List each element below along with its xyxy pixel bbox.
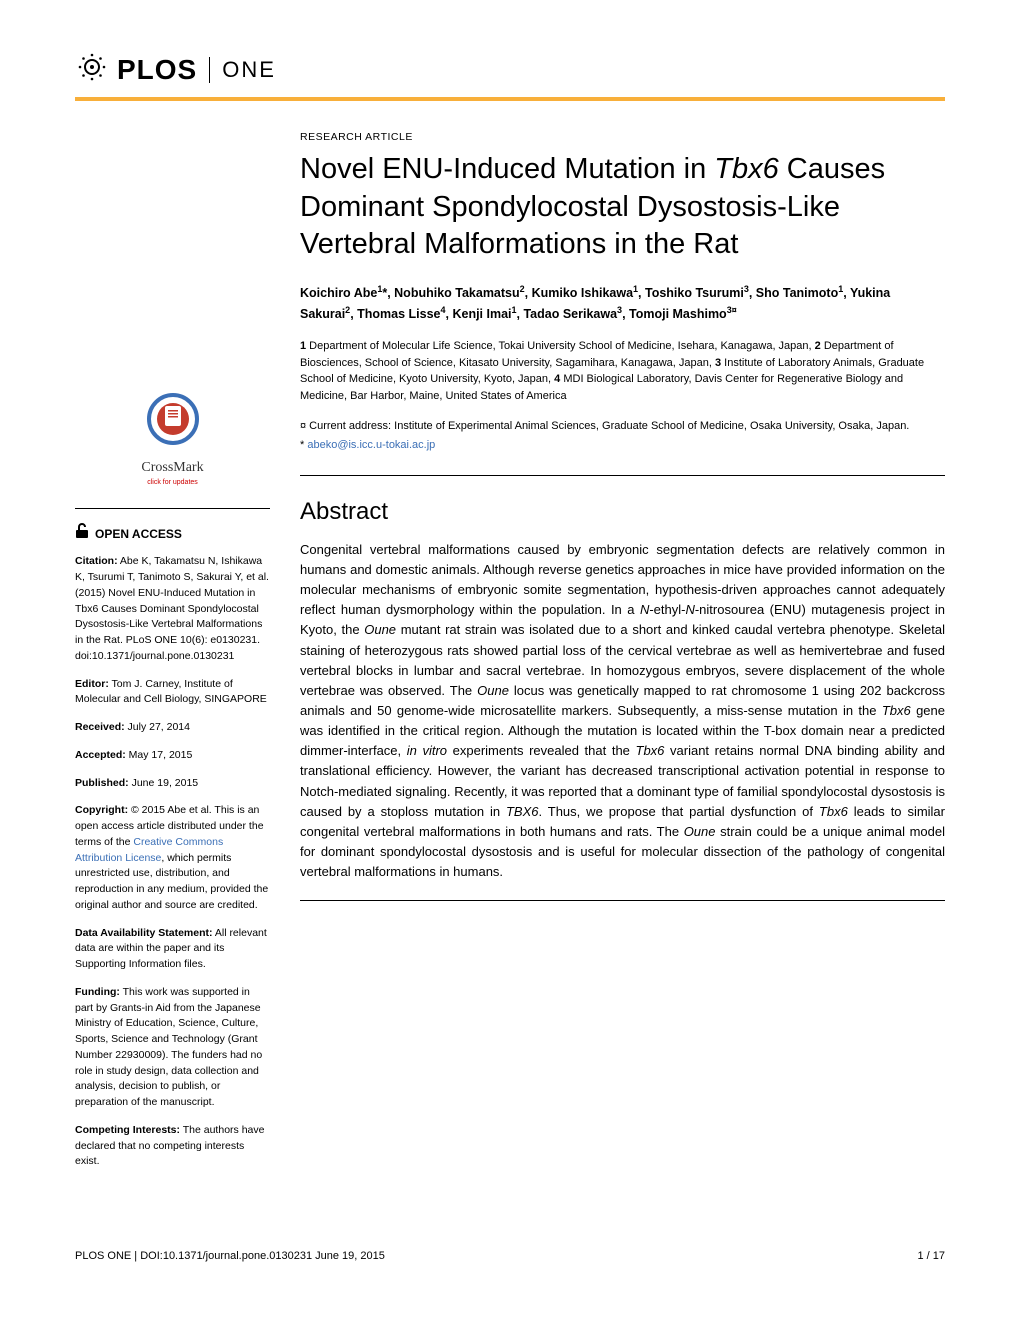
- email-link[interactable]: abeko@is.icc.u-tokai.ac.jp: [307, 439, 435, 451]
- section-divider-top: [300, 475, 945, 476]
- footer-left: PLOS ONE | DOI:10.1371/journal.pone.0130…: [75, 1250, 385, 1262]
- open-lock-icon: [75, 523, 89, 544]
- article-type: RESEARCH ARTICLE: [300, 131, 945, 143]
- main-content: RESEARCH ARTICLE Novel ENU-Induced Mutat…: [300, 131, 945, 1182]
- abstract-heading: Abstract: [300, 498, 945, 526]
- citation-label: Citation:: [75, 555, 118, 567]
- copyright-block: Copyright: © 2015 Abe et al. This is an …: [75, 803, 270, 913]
- corresponding-email[interactable]: * abeko@is.icc.u-tokai.ac.jp: [300, 439, 945, 451]
- sidebar-divider: [75, 508, 270, 509]
- received-label: Received:: [75, 721, 125, 733]
- title-italic: Tbx6: [714, 153, 778, 185]
- received-block: Received: July 27, 2014: [75, 720, 270, 736]
- open-access-badge: OPEN ACCESS: [75, 523, 270, 544]
- affiliations: 1 Department of Molecular Life Science, …: [300, 338, 945, 404]
- article-title: Novel ENU-Induced Mutation in Tbx6 Cause…: [300, 151, 945, 264]
- funding-text: This work was supported in part by Grant…: [75, 986, 262, 1108]
- funding-block: Funding: This work was supported in part…: [75, 985, 270, 1111]
- citation-text: Abe K, Takamatsu N, Ishikawa K, Tsurumi …: [75, 555, 269, 662]
- published-text: June 19, 2015: [129, 777, 198, 789]
- published-label: Published:: [75, 777, 129, 789]
- funding-label: Funding:: [75, 986, 120, 998]
- received-text: July 27, 2014: [125, 721, 190, 733]
- copyright-label: Copyright:: [75, 804, 128, 816]
- journal-header: PLOS ONE: [75, 50, 945, 101]
- plos-one-text: ONE: [222, 57, 276, 83]
- sidebar: CrossMark click for updates OPEN ACCESS …: [75, 131, 270, 1182]
- competing-block: Competing Interests: The authors have de…: [75, 1123, 270, 1170]
- plos-icon: [75, 50, 109, 89]
- accepted-block: Accepted: May 17, 2015: [75, 748, 270, 764]
- competing-label: Competing Interests:: [75, 1124, 180, 1136]
- crossmark-sub: click for updates: [75, 478, 270, 489]
- plos-logo-text: PLOS: [117, 54, 197, 86]
- citation-block: Citation: Abe K, Takamatsu N, Ishikawa K…: [75, 554, 270, 664]
- editor-block: Editor: Tom J. Carney, Institute of Mole…: [75, 677, 270, 709]
- title-pre: Novel ENU-Induced Mutation in: [300, 153, 714, 185]
- published-block: Published: June 19, 2015: [75, 776, 270, 792]
- accepted-label: Accepted:: [75, 749, 126, 761]
- abstract-body: Congenital vertebral malformations cause…: [300, 540, 945, 882]
- crossmark-widget[interactable]: CrossMark click for updates: [75, 391, 270, 488]
- crossmark-icon: [145, 391, 201, 447]
- data-availability-block: Data Availability Statement: All relevan…: [75, 926, 270, 973]
- footer-right: 1 / 17: [917, 1250, 945, 1262]
- crossmark-label: CrossMark: [75, 457, 270, 478]
- logo-divider: [209, 57, 210, 83]
- open-access-text: OPEN ACCESS: [95, 525, 182, 543]
- authors-list: Koichiro Abe1*, Nobuhiko Takamatsu2, Kum…: [300, 282, 945, 324]
- data-label: Data Availability Statement:: [75, 927, 213, 939]
- accepted-text: May 17, 2015: [126, 749, 193, 761]
- current-address: ¤ Current address: Institute of Experime…: [300, 418, 945, 435]
- editor-label: Editor:: [75, 678, 109, 690]
- page-footer: PLOS ONE | DOI:10.1371/journal.pone.0130…: [75, 1242, 945, 1262]
- section-divider-bottom: [300, 900, 945, 901]
